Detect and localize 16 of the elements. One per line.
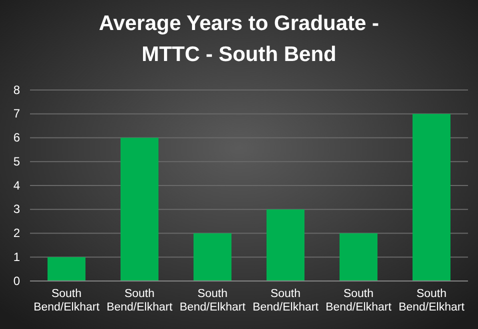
y-tick-label: 1	[13, 250, 20, 264]
x-tick-label: South Bend/Elkhart	[398, 288, 466, 314]
y-tick-label: 5	[13, 154, 20, 168]
y-tick-label: 0	[13, 274, 20, 288]
y-tick-label: 8	[13, 82, 20, 97]
x-tick-label: South Bend/Elkhart	[180, 288, 246, 314]
y-tick-label: 2	[13, 226, 20, 240]
chart-title: Average Years to Graduate - MTTC - South Bend	[98, 12, 380, 66]
x-tick-label: South Bend/Elkhart	[252, 288, 320, 314]
y-tick-label: 4	[13, 178, 20, 192]
y-tick-label: 6	[13, 130, 20, 145]
x-tick-label: South Bend/Elkhart	[34, 288, 100, 314]
x-tick-label: South Bend/Elkhart	[326, 288, 392, 314]
y-tick-label: 7	[13, 106, 20, 121]
x-tick-label: South Bend/Elkhart	[106, 288, 174, 314]
y-tick-label: 3	[13, 202, 20, 216]
